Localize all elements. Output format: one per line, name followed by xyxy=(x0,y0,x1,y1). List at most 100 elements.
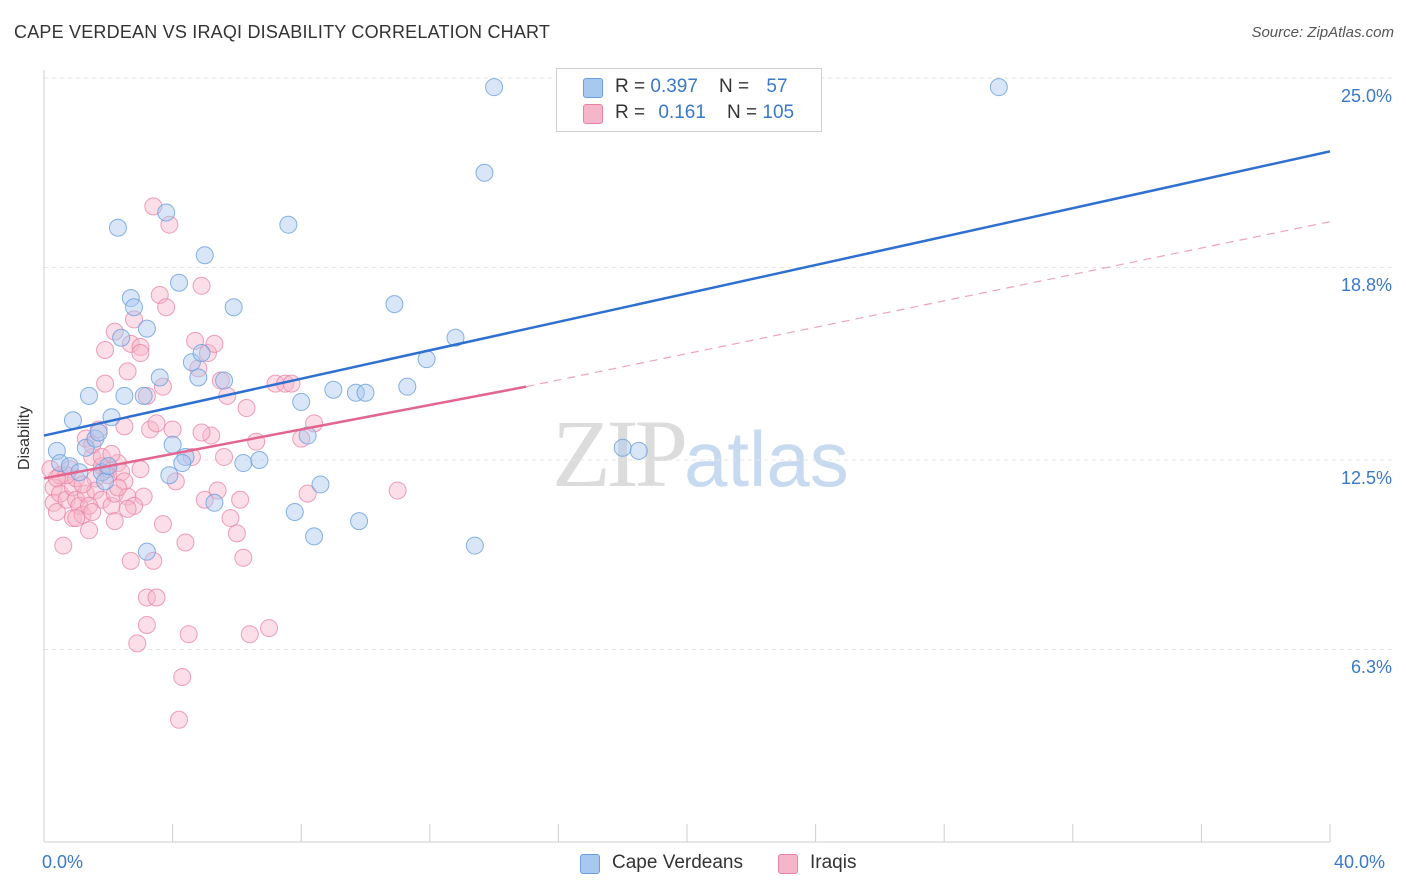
iraqis-point xyxy=(121,334,140,353)
iraqis-point xyxy=(96,374,115,393)
legend-n-value: 105 xyxy=(762,102,795,123)
cape-verdeans-point xyxy=(51,454,70,473)
cape-verdeans-point xyxy=(446,328,465,347)
cape-verdeans-point xyxy=(80,386,99,405)
chart-title: CAPE VERDEAN VS IRAQI DISABILITY CORRELA… xyxy=(14,22,551,42)
iraqis-point xyxy=(215,447,234,466)
cape-verdeans-point xyxy=(125,298,144,317)
iraqis-point xyxy=(131,460,150,479)
cape-verdeans-point xyxy=(192,344,211,363)
legend-r-value: 0.161 xyxy=(658,102,706,123)
cape-verdeans-point xyxy=(305,527,324,546)
iraqis-point xyxy=(83,502,102,521)
y-tick-label: 25.0% xyxy=(1340,86,1392,106)
bottom-legend-label: Cape Verdeans xyxy=(612,852,743,873)
cape-verdeans-point xyxy=(160,466,179,485)
iraqis-point xyxy=(282,374,301,393)
iraqis-point xyxy=(147,414,166,433)
cape-verdeans-point xyxy=(629,441,648,460)
iraqis-point xyxy=(125,310,144,329)
cape-verdeans-point xyxy=(63,411,82,430)
cape-verdeans-point xyxy=(137,542,156,561)
legend-r-value: 0.397 xyxy=(650,76,698,97)
iraqis-point xyxy=(105,512,124,531)
cape-verdeans-point xyxy=(485,78,504,97)
iraqis-point xyxy=(176,533,195,552)
legend-n-label: N = xyxy=(719,76,755,97)
cape-verdeans-point xyxy=(356,383,375,402)
cape-verdeans-point xyxy=(96,472,115,491)
iraqis-point xyxy=(237,399,256,418)
cape-verdeans-point xyxy=(398,377,417,396)
iraqis-point xyxy=(118,487,137,506)
iraqis-point xyxy=(388,481,407,500)
cape-verdeans-point xyxy=(311,475,330,494)
iraqis-point xyxy=(147,588,166,607)
iraqis-point xyxy=(137,616,156,635)
iraqis-trend-line xyxy=(43,385,527,480)
cape-verdeans-point xyxy=(292,392,311,411)
iraqis-point xyxy=(137,588,156,607)
legend-n-value: 57 xyxy=(766,76,788,97)
iraqis-point xyxy=(170,710,189,729)
iraqis-point xyxy=(144,551,163,570)
cape-verdeans-point xyxy=(465,536,484,555)
legend-r-label: R = xyxy=(615,76,651,97)
cape-verdeans-trend-line xyxy=(43,150,1331,437)
iraqis-points xyxy=(41,197,407,729)
cape-verdeans-point xyxy=(989,78,1008,97)
cape-verdeans-point xyxy=(115,386,134,405)
cape-verdeans-point xyxy=(346,383,365,402)
iraqis-point xyxy=(121,551,140,570)
cape-verdeans-point xyxy=(234,454,253,473)
legend-n-label: N = xyxy=(727,102,763,123)
iraqis-point xyxy=(227,524,246,543)
cape-verdeans-point xyxy=(157,203,176,222)
bottom-legend-swatch-blue xyxy=(580,854,600,874)
cape-verdeans-point xyxy=(195,246,214,265)
legend-swatch-pink xyxy=(583,104,603,124)
watermark-zip: ZIP xyxy=(552,400,688,507)
iraqis-point xyxy=(131,337,150,356)
iraqis-point xyxy=(205,334,224,353)
stats-legend: R = 0.397 N = 57 R = 0.161 N = 105 xyxy=(556,68,822,132)
iraqis-point xyxy=(80,521,99,540)
iraqis-point xyxy=(153,515,172,534)
iraqis-point xyxy=(47,469,66,488)
iraqis-point xyxy=(179,625,198,644)
cape-verdeans-point xyxy=(285,502,304,521)
iraqis-point xyxy=(67,509,86,528)
iraqis-point xyxy=(163,420,182,439)
iraqis-point xyxy=(83,447,102,466)
legend-row-cape-verdeans: R = 0.397 N = 57 xyxy=(583,76,788,100)
legend-row-iraqis: R = 0.161 N = 105 xyxy=(583,102,794,126)
x-tick-label-min: 0.0% xyxy=(42,852,84,872)
cape-verdeans-point xyxy=(279,215,298,234)
legend-r-label: R = xyxy=(615,102,651,123)
cape-verdeans-point xyxy=(150,368,169,387)
iraqis-point xyxy=(157,298,176,317)
iraqis-point xyxy=(234,548,253,567)
cape-verdeans-point xyxy=(224,298,243,317)
y-tick-label: 18.8% xyxy=(1340,275,1392,296)
trend-lines xyxy=(43,150,1331,480)
iraqis-point xyxy=(96,340,115,359)
cape-verdeans-point xyxy=(475,163,494,182)
bottom-legend-swatch-pink xyxy=(778,854,798,874)
watermark-atlas: atlas xyxy=(684,415,849,503)
iraqis-point xyxy=(260,619,279,638)
cape-verdeans-point xyxy=(613,438,632,457)
iraqis-point xyxy=(118,499,137,518)
cape-verdeans-point xyxy=(189,368,208,387)
iraqis-point xyxy=(221,509,240,528)
cape-verdeans-point xyxy=(205,493,224,512)
cape-verdeans-point xyxy=(76,438,95,457)
iraqis-trend-extension xyxy=(526,221,1331,388)
bottom-legend-label: Iraqis xyxy=(810,852,857,873)
cape-verdeans-point xyxy=(137,319,156,338)
cape-verdeans-point xyxy=(89,423,108,442)
cape-verdeans-point xyxy=(108,218,127,237)
cape-verdeans-points xyxy=(47,78,1008,561)
cape-verdeans-point xyxy=(385,295,404,314)
